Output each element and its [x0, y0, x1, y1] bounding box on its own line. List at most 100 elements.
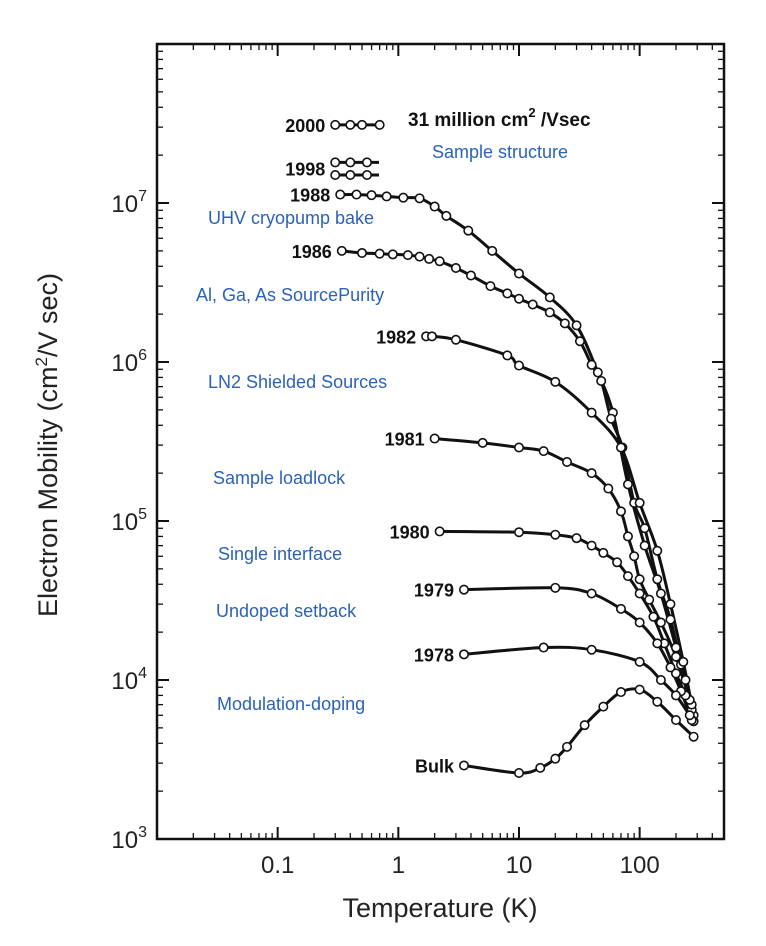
point-1982 [550, 376, 561, 387]
point-bulk [458, 760, 469, 771]
point-1986 [596, 375, 607, 386]
point-1986 [387, 249, 398, 260]
point-1982 [634, 497, 645, 508]
point-bulk [634, 684, 645, 695]
point-1986 [606, 413, 617, 424]
point-1978 [684, 710, 695, 721]
point-bulk [550, 753, 561, 764]
point-1981 [615, 506, 626, 517]
point-1980 [598, 547, 609, 558]
y-axis-title: Electron Mobility (cm2/V sec) [32, 273, 63, 617]
point-1978 [634, 656, 645, 667]
y-tick-label: 107 [111, 188, 147, 218]
annotations: 31 million cm2 /Vsec Sample structure UHV… [196, 105, 591, 714]
annotation-undoped-setback: Undoped setback [216, 601, 357, 621]
point-1978 [538, 642, 549, 653]
point-1988 [655, 588, 666, 599]
point-1986 [513, 293, 524, 304]
point-1980 [571, 533, 582, 544]
point-1986 [357, 247, 368, 258]
annotation-uhv-cryopump-bake: UHV cryopump bake [208, 208, 374, 228]
point-bulk [688, 731, 699, 742]
point-1998 [362, 170, 373, 181]
point-1981 [562, 457, 573, 468]
point-1986 [665, 614, 676, 625]
point-1981 [586, 468, 597, 479]
point-2000 [374, 119, 385, 130]
series-label-bulk: Bulk [415, 756, 455, 776]
point-1988 [381, 191, 392, 202]
x-tick-label: 1 [392, 852, 405, 879]
series-label-1980: 1980 [390, 522, 430, 542]
annotation-sample-loadlock: Sample loadlock [213, 468, 346, 488]
point-1986 [652, 574, 663, 585]
point-1980 [434, 526, 445, 537]
point-1979 [458, 584, 469, 595]
point-1980 [586, 540, 597, 551]
point-1988 [513, 268, 524, 279]
point-1979 [665, 662, 676, 673]
point-1986 [402, 250, 413, 261]
point-1986 [544, 307, 555, 318]
series-label-1982: 1982 [376, 327, 416, 347]
point-1981 [603, 483, 614, 494]
point-bulk [579, 720, 590, 731]
point-1988 [670, 642, 681, 653]
point-1986 [502, 288, 513, 299]
point-1979 [615, 603, 626, 614]
point-1979 [550, 582, 561, 593]
point-bulk [562, 741, 573, 752]
point-1986 [559, 318, 570, 329]
point-1982 [502, 350, 513, 361]
x-tick-label: 0.1 [261, 852, 294, 879]
point-1998 [362, 157, 373, 168]
point-1982 [665, 599, 676, 610]
point-1986 [374, 248, 385, 259]
annotation-al-ga-as-sourcepurity: Al, Ga, As SourcePurity [196, 285, 384, 305]
point-bulk [513, 768, 524, 779]
point-1981 [655, 617, 666, 628]
series-label-1978: 1978 [414, 645, 454, 665]
point-1981 [629, 551, 640, 562]
annotation-sample-structure: Sample structure [432, 142, 568, 162]
point-1988 [680, 674, 691, 685]
point-1988 [398, 192, 409, 203]
y-tick-label: 104 [111, 665, 147, 695]
point-1988 [351, 189, 362, 200]
point-1980 [513, 527, 524, 538]
point-1986 [336, 245, 347, 256]
point-2000 [345, 119, 356, 130]
point-1988 [639, 540, 650, 551]
point-1980 [550, 529, 561, 540]
point-1986 [450, 263, 461, 274]
point-2000 [330, 119, 341, 130]
y-tick-label: 106 [111, 347, 147, 377]
point-1998 [345, 170, 356, 181]
point-1986 [434, 256, 445, 267]
point-1981 [622, 531, 633, 542]
point-1981 [477, 437, 488, 448]
point-1981 [429, 433, 440, 444]
point-1978 [655, 674, 666, 685]
point-1978 [586, 644, 597, 655]
annotation-ln2-shielded-sources: LN2 Shielded Sources [208, 372, 387, 392]
point-1986 [465, 270, 476, 281]
point-bulk [535, 762, 546, 773]
point-1998 [345, 157, 356, 168]
point-1998 [330, 157, 341, 168]
y-tick-label: 105 [111, 506, 147, 536]
point-1986 [527, 299, 538, 310]
point-1988 [366, 190, 377, 201]
point-1981 [670, 651, 681, 662]
point-1988 [622, 479, 633, 490]
point-1988 [335, 189, 346, 200]
point-1982 [586, 407, 597, 418]
series-label-1986: 1986 [292, 242, 332, 262]
point-1978 [458, 649, 469, 660]
data-points [330, 119, 699, 779]
series-label-2000: 2000 [285, 116, 325, 136]
point-1986 [414, 251, 425, 262]
point-1981 [634, 574, 645, 585]
point-1986 [574, 336, 585, 347]
point-1998 [330, 170, 341, 181]
